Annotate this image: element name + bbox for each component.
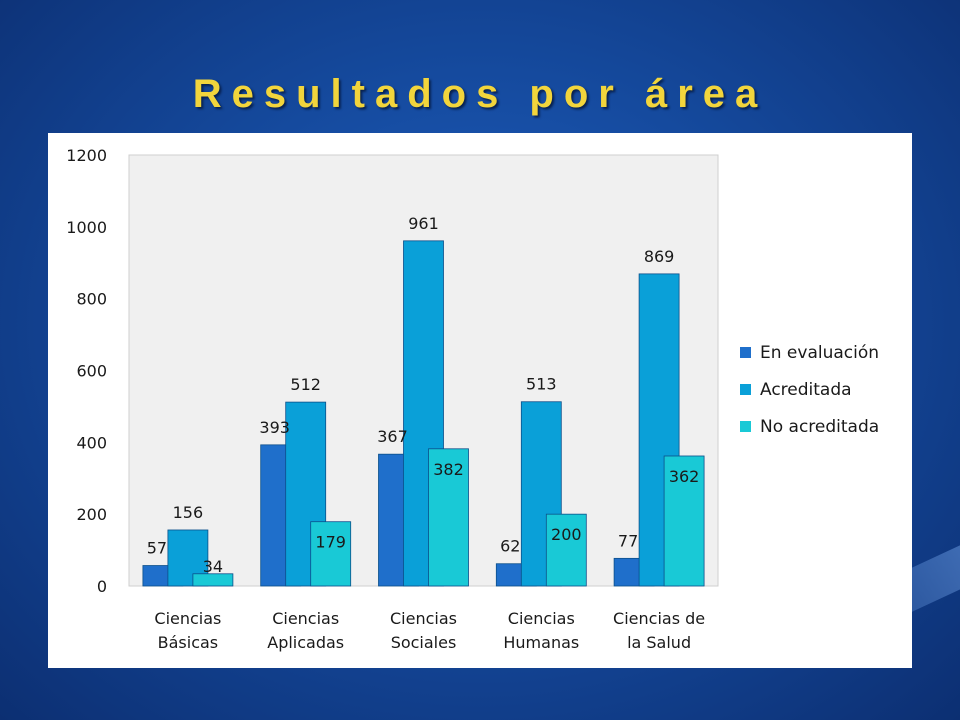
data-label: 961 bbox=[408, 214, 439, 233]
legend-label: Acreditada bbox=[760, 380, 852, 400]
y-tick-label: 400 bbox=[76, 433, 107, 452]
category-label: Ciencias bbox=[154, 609, 221, 628]
legend-swatch bbox=[740, 421, 751, 432]
data-label: 77 bbox=[618, 531, 638, 550]
y-tick-label: 600 bbox=[76, 362, 107, 381]
slide-title: Resultados por área bbox=[192, 72, 768, 116]
bar-no-acreditada bbox=[310, 521, 352, 587]
data-label: 367 bbox=[377, 427, 408, 446]
data-label: 34 bbox=[203, 557, 223, 576]
category-label: Humanas bbox=[503, 633, 579, 652]
bar-chart: 0 200 400 600 800 1000 1200 57 156 34 Ciencias Bási… bbox=[66, 146, 879, 652]
data-label: 156 bbox=[173, 503, 204, 522]
legend-label: No acreditada bbox=[760, 417, 879, 437]
data-label: 869 bbox=[644, 247, 675, 266]
category-label: la Salud bbox=[627, 633, 691, 652]
legend-swatch bbox=[740, 347, 751, 358]
data-label: 57 bbox=[147, 539, 167, 558]
y-tick-label: 1200 bbox=[66, 146, 107, 165]
y-tick-label: 1000 bbox=[66, 218, 107, 237]
category-label: Básicas bbox=[158, 633, 219, 652]
bar-no-acreditada bbox=[192, 573, 234, 587]
data-label: 512 bbox=[290, 375, 321, 394]
y-tick-label: 800 bbox=[76, 290, 107, 309]
data-label: 362 bbox=[669, 467, 700, 486]
bar-no-acreditada bbox=[663, 455, 705, 587]
category-label: Ciencias bbox=[390, 609, 457, 628]
data-label: 179 bbox=[315, 533, 346, 552]
data-label: 62 bbox=[500, 537, 520, 556]
category-label: Sociales bbox=[391, 633, 457, 652]
chart-container: 0 200 400 600 800 1000 1200 57 156 34 Ciencias Bási… bbox=[48, 133, 912, 668]
y-tick-label: 200 bbox=[76, 505, 107, 524]
legend-label: En evaluación bbox=[760, 343, 879, 363]
data-label: 382 bbox=[433, 460, 464, 479]
category-label: Ciencias bbox=[508, 609, 575, 628]
data-label: 513 bbox=[526, 375, 557, 394]
bar-no-acreditada bbox=[428, 448, 469, 587]
bar-acreditada bbox=[638, 273, 680, 587]
y-tick-label: 0 bbox=[97, 577, 107, 596]
category-label: Ciencias de bbox=[613, 609, 705, 628]
bar-no-acreditada bbox=[545, 513, 587, 587]
category-label: Ciencias bbox=[272, 609, 339, 628]
category-label: Aplicadas bbox=[267, 633, 344, 652]
data-label: 200 bbox=[551, 525, 582, 544]
legend-swatch bbox=[740, 384, 751, 395]
data-label: 393 bbox=[259, 418, 290, 437]
